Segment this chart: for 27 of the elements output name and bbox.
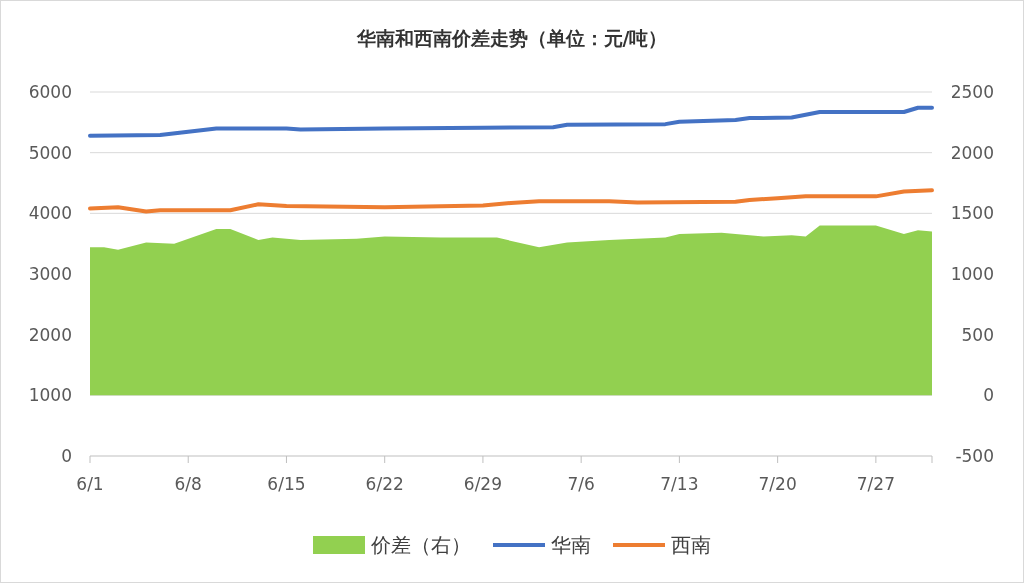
x-tick-label: 7/13 — [660, 474, 699, 494]
y2-tick-label: 1000 — [950, 264, 994, 284]
x-tick-label: 7/6 — [567, 474, 595, 494]
x-tick-label: 6/29 — [463, 474, 503, 494]
legend-label: 价差（右） — [370, 533, 471, 557]
y-tick-label: 2000 — [28, 324, 72, 345]
y2-tick-label: 2000 — [950, 142, 994, 163]
legend-label: 华南 — [551, 533, 591, 557]
y-tick-label: 1000 — [28, 385, 72, 406]
y-tick-label: 3000 — [28, 264, 72, 284]
y2-tick-label: -500 — [955, 446, 994, 466]
y2-tick-label: 1500 — [950, 203, 994, 224]
x-tick-label: 7/27 — [856, 474, 895, 494]
x-tick-label: 6/22 — [365, 474, 404, 494]
y-tick-label: 4000 — [28, 203, 72, 224]
y-tick-label: 0 — [61, 446, 72, 466]
y2-tick-label: 0 — [983, 385, 994, 406]
chart-title: 华南和西南价差走势（单位：元/吨） — [355, 27, 668, 49]
y2-tick-label: 500 — [961, 324, 994, 345]
x-tick-label: 6/8 — [174, 474, 202, 494]
x-tick-label: 6/15 — [267, 474, 306, 494]
legend-label: 西南 — [671, 533, 711, 557]
x-tick-label: 7/20 — [758, 474, 797, 494]
y2-tick-label: 2500 — [950, 82, 994, 102]
y-tick-label: 5000 — [28, 142, 72, 163]
y-tick-label: 6000 — [28, 82, 72, 102]
x-tick-label: 6/1 — [76, 474, 104, 494]
